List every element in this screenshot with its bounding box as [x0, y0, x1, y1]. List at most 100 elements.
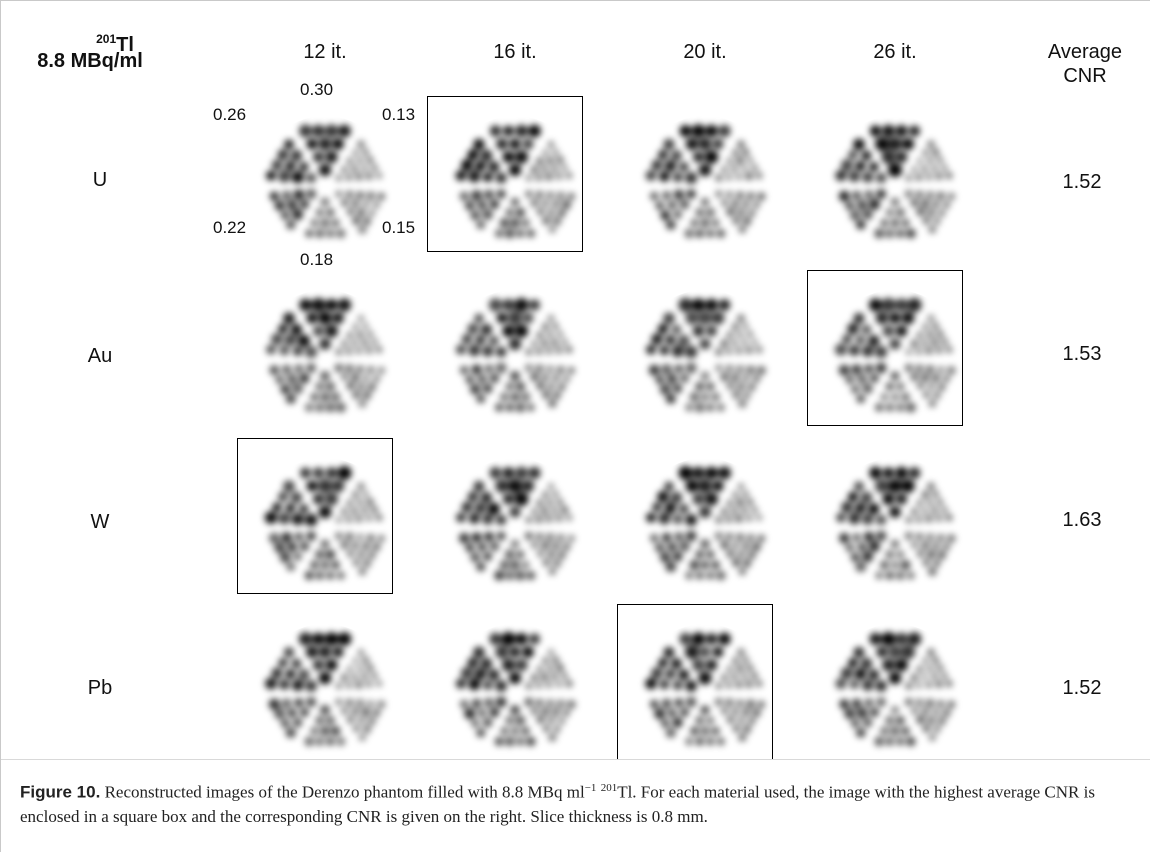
hot-rod: [340, 339, 349, 348]
hot-rod: [741, 507, 748, 514]
hot-rod: [477, 200, 487, 210]
hot-rod: [332, 138, 344, 150]
hot-rod: [851, 719, 860, 728]
hot-rod: [299, 124, 312, 138]
hot-rod: [278, 491, 288, 502]
hot-rod: [470, 552, 481, 563]
hot-rod: [362, 200, 370, 208]
hot-rod: [547, 314, 555, 322]
hot-rod: [698, 479, 712, 493]
hot-rod: [896, 382, 905, 391]
hot-rod: [496, 312, 508, 324]
hot-rod: [921, 707, 930, 716]
hot-rod: [943, 375, 950, 383]
hot-rod: [356, 157, 364, 165]
hot-rod: [910, 673, 919, 682]
sector-label-upper-right: 0.13: [382, 105, 416, 124]
hot-rod: [340, 673, 349, 682]
hot-rod: [851, 698, 862, 709]
hot-rod: [851, 364, 862, 375]
hot-rod: [535, 532, 544, 541]
hot-rod: [528, 124, 541, 138]
hot-rod: [515, 658, 528, 672]
hot-rod: [849, 345, 860, 356]
hot-rod: [864, 190, 874, 200]
hot-rod: [905, 174, 913, 182]
hot-rod: [731, 373, 740, 382]
hot-rod: [294, 532, 304, 541]
hot-rod: [937, 550, 947, 560]
hot-rod: [299, 298, 312, 312]
hot-rod: [306, 697, 316, 707]
hot-rod: [698, 671, 712, 685]
hot-rod: [662, 532, 672, 543]
hot-rod: [515, 381, 526, 392]
hot-rod: [875, 345, 888, 359]
hot-rod: [875, 311, 889, 325]
hot-rod: [510, 539, 520, 549]
hot-rod: [375, 514, 383, 521]
hot-rod: [351, 507, 358, 515]
hot-rod: [742, 374, 750, 382]
hot-rod: [274, 200, 285, 211]
hot-rod: [922, 558, 931, 567]
hot-rod: [278, 512, 291, 525]
hot-rod: [658, 149, 668, 160]
hot-rod: [679, 125, 692, 137]
hot-rod: [725, 348, 733, 355]
hot-rod: [725, 364, 734, 373]
hot-rod: [731, 322, 740, 331]
hot-rod: [937, 700, 945, 708]
hot-rod: [550, 506, 559, 515]
hot-rod: [284, 139, 294, 150]
hot-rod: [659, 383, 671, 395]
hot-rod: [848, 491, 858, 502]
hot-rod: [293, 552, 302, 561]
hot-rod: [875, 362, 887, 374]
hot-rod: [937, 716, 947, 726]
hot-rod: [883, 467, 894, 479]
hot-rod: [515, 466, 528, 480]
hot-rod: [876, 646, 888, 658]
hot-rod: [541, 374, 549, 381]
hot-rod: [474, 502, 487, 514]
hot-rod: [665, 727, 676, 738]
hot-rod: [345, 532, 354, 541]
best-cnr-box: [237, 438, 393, 594]
hot-rod: [357, 649, 365, 656]
hot-rod: [510, 392, 520, 402]
hot-rod: [567, 366, 575, 375]
hot-rod: [372, 201, 381, 209]
hot-rod: [685, 696, 697, 708]
hot-rod: [664, 481, 674, 492]
hot-rod: [652, 502, 662, 512]
hot-rod: [757, 534, 766, 543]
hot-rod: [725, 532, 734, 541]
hot-rod: [731, 390, 741, 400]
hot-rod: [920, 339, 929, 347]
hot-rod: [461, 334, 473, 345]
hot-rod: [515, 715, 526, 726]
hot-rod: [290, 323, 303, 336]
hot-rod: [736, 331, 744, 339]
hot-rod: [489, 541, 500, 552]
hot-rod: [748, 717, 756, 725]
hot-rod: [936, 498, 944, 506]
hot-rod: [345, 347, 353, 356]
hot-rod: [651, 333, 663, 345]
hot-rod: [516, 229, 525, 238]
hot-rod: [667, 708, 677, 718]
hot-rod: [556, 191, 566, 201]
hot-rod: [665, 561, 676, 572]
hot-rod: [746, 330, 754, 338]
hot-rod: [731, 339, 738, 347]
hot-rod: [922, 724, 931, 733]
hot-rod: [928, 399, 936, 408]
hot-rod: [326, 571, 335, 580]
hot-rod: [555, 514, 563, 522]
hot-rod: [357, 382, 366, 391]
hot-rod: [921, 507, 928, 515]
hot-rod: [875, 479, 889, 493]
hot-rod: [365, 346, 373, 355]
hot-rod: [312, 659, 325, 671]
